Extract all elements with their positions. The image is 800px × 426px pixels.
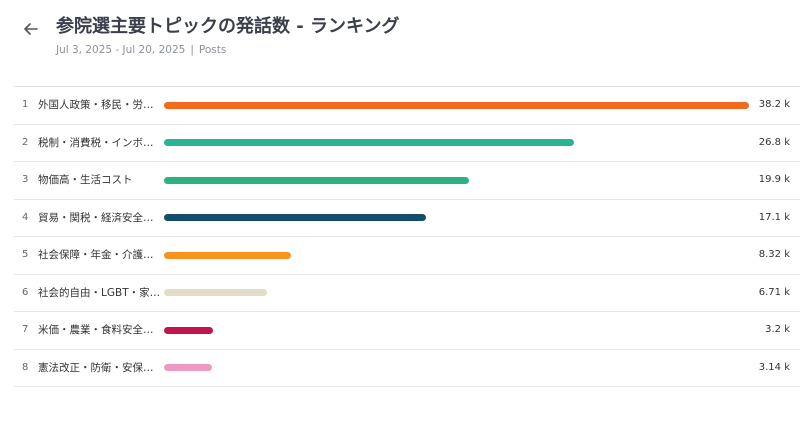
value-label: 3.14 k [758, 361, 790, 373]
date-range: Jul 3, 2025 - Jul 20, 2025 [56, 44, 186, 56]
topic-label: 社会的自由・LGBT・家族… [38, 286, 162, 299]
page-title: 参院選主要トピックの発話数 - ランキング [56, 16, 400, 37]
value-label: 38.2 k [758, 99, 790, 110]
rank-number: 1 [22, 99, 29, 110]
chart-row[interactable]: 5 社会保障・年金・介護・… 8.32 k [14, 237, 800, 275]
chart-row[interactable]: 1 外国人政策・移民・労働力 38.2 k [14, 87, 800, 125]
value-label: 6.71 k [758, 286, 790, 298]
chart-row[interactable]: 4 貿易・関税・経済安全保障 17.1 k [14, 200, 800, 237]
value-label: 8.32 k [758, 249, 790, 260]
rank-number: 4 [22, 211, 29, 223]
date-range-subtitle: Jul 3, 2025 - Jul 20, 2025 | Posts [56, 44, 226, 56]
value-label: 3.2 k [765, 324, 790, 335]
topic-label: 税制・消費税・インボイ… [38, 136, 162, 149]
topic-label: 貿易・関税・経済安全保障 [38, 211, 162, 224]
chart-row[interactable]: 2 税制・消費税・インボイ… 26.8 k [14, 125, 800, 162]
rank-number: 7 [22, 324, 29, 335]
chart-row[interactable]: 8 憲法改正・防衛・安保・… 3.14 k [14, 350, 800, 387]
value-label: 17.1 k [758, 211, 790, 223]
bar-mark[interactable] [164, 101, 749, 109]
chart-row[interactable]: 6 社会的自由・LGBT・家族… 6.71 k [14, 275, 800, 312]
topic-label: 物価高・生活コスト [38, 174, 133, 186]
bar-mark[interactable] [164, 289, 267, 296]
bar-mark[interactable] [164, 139, 575, 146]
bar-mark[interactable] [164, 176, 469, 184]
value-label: 19.9 k [758, 174, 790, 185]
rank-number: 5 [22, 249, 29, 260]
rank-number: 3 [22, 174, 29, 185]
topic-label: 憲法改正・防衛・安保・… [38, 361, 162, 374]
rank-number: 2 [22, 136, 29, 148]
metric-label: Posts [198, 44, 227, 56]
rank-number: 6 [22, 286, 29, 298]
topic-label: 外国人政策・移民・労働力 [38, 99, 162, 111]
bar-mark[interactable] [164, 214, 426, 221]
subtitle-separator: | [190, 44, 194, 56]
chart-row[interactable]: 7 米価・農業・食料安全保障 3.2 k [14, 312, 800, 350]
bar-mark[interactable] [164, 364, 213, 371]
bar-mark[interactable] [164, 326, 213, 334]
rank-number: 8 [22, 361, 29, 373]
back-arrow-icon[interactable] [20, 18, 42, 40]
topic-label: 米価・農業・食料安全保障 [38, 324, 162, 336]
chart-row[interactable]: 3 物価高・生活コスト 19.9 k [14, 162, 800, 200]
topic-label: 社会保障・年金・介護・… [38, 249, 162, 261]
bar-mark[interactable] [164, 251, 292, 259]
value-label: 26.8 k [758, 136, 790, 148]
